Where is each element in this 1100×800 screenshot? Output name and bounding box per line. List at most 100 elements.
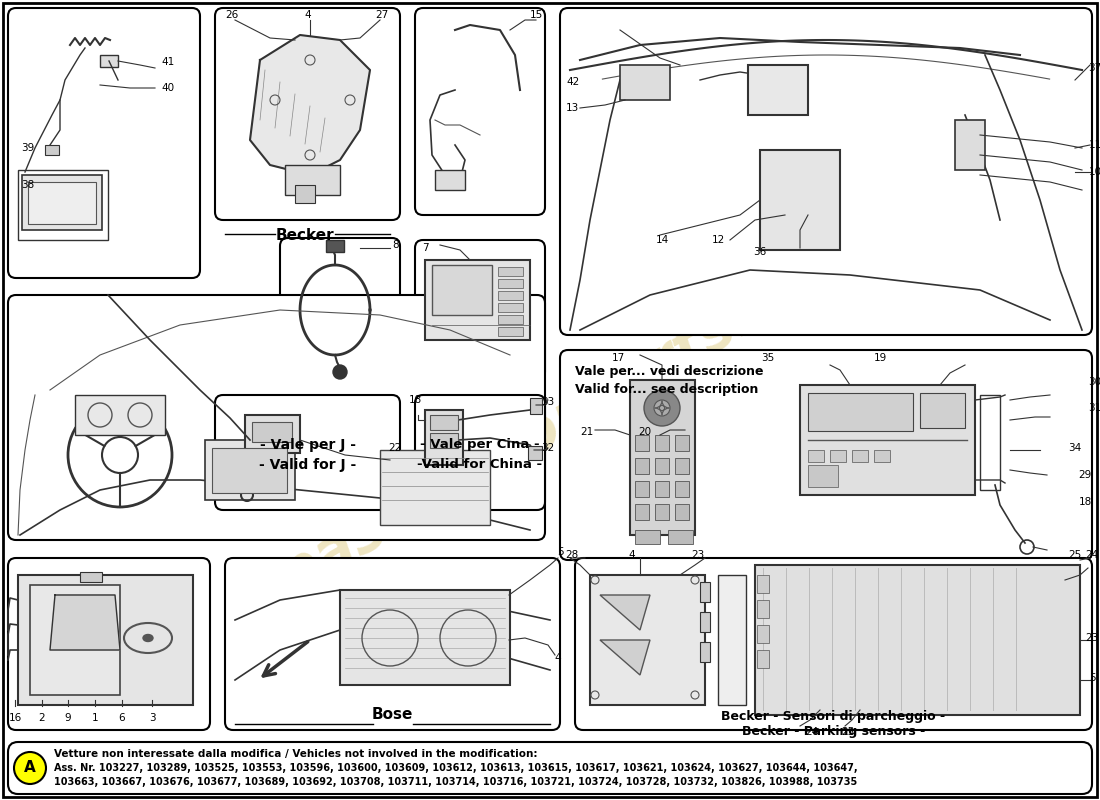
Bar bbox=[498, 327, 522, 336]
Text: 22: 22 bbox=[388, 443, 401, 453]
Bar bbox=[212, 448, 287, 493]
Bar bbox=[668, 530, 693, 544]
Text: 11: 11 bbox=[1088, 140, 1100, 150]
Text: 24: 24 bbox=[1086, 550, 1099, 560]
Bar bbox=[635, 530, 660, 544]
Text: 19: 19 bbox=[873, 353, 887, 363]
Bar bbox=[800, 385, 975, 495]
FancyBboxPatch shape bbox=[226, 558, 560, 730]
Bar bbox=[498, 279, 522, 288]
Bar bbox=[808, 450, 824, 462]
Text: Becker - Parking sensors -: Becker - Parking sensors - bbox=[741, 725, 925, 738]
Bar bbox=[874, 450, 890, 462]
Bar bbox=[920, 393, 965, 428]
FancyBboxPatch shape bbox=[8, 558, 210, 730]
Text: 8: 8 bbox=[393, 240, 399, 250]
FancyBboxPatch shape bbox=[415, 395, 544, 510]
Bar bbox=[28, 182, 96, 224]
Ellipse shape bbox=[143, 634, 153, 642]
FancyBboxPatch shape bbox=[280, 238, 400, 380]
Bar bbox=[757, 650, 769, 668]
Text: Ass. Nr. 103227, 103289, 103525, 103553, 103596, 103600, 103609, 103612, 103613,: Ass. Nr. 103227, 103289, 103525, 103553,… bbox=[54, 763, 858, 773]
Bar bbox=[675, 435, 689, 451]
Bar bbox=[326, 240, 344, 252]
Bar bbox=[22, 175, 102, 230]
Text: 35: 35 bbox=[761, 353, 774, 363]
Text: 27: 27 bbox=[375, 10, 388, 20]
Bar bbox=[757, 600, 769, 618]
Bar bbox=[434, 170, 465, 190]
Text: 7: 7 bbox=[421, 243, 428, 253]
Text: - Vale per J -: - Vale per J - bbox=[260, 438, 355, 451]
Text: Valid for... see description: Valid for... see description bbox=[575, 383, 758, 396]
Bar bbox=[654, 481, 669, 497]
Text: 4: 4 bbox=[554, 653, 561, 663]
Bar bbox=[205, 440, 295, 500]
Bar bbox=[80, 572, 102, 582]
Text: 18: 18 bbox=[1078, 497, 1091, 507]
Text: 37: 37 bbox=[1088, 63, 1100, 73]
Text: 14: 14 bbox=[656, 235, 669, 245]
Circle shape bbox=[333, 365, 346, 379]
Circle shape bbox=[654, 400, 670, 416]
Text: 23: 23 bbox=[1086, 633, 1099, 643]
Bar bbox=[808, 393, 913, 431]
Text: Becker: Becker bbox=[276, 228, 334, 243]
Text: Vetture non interessate dalla modifica / Vehicles not involved in the modificati: Vetture non interessate dalla modifica /… bbox=[54, 749, 538, 759]
Text: -Valid for China -: -Valid for China - bbox=[417, 458, 542, 471]
Bar bbox=[75, 395, 165, 435]
Bar bbox=[830, 450, 846, 462]
Bar bbox=[100, 55, 118, 67]
Text: 32: 32 bbox=[541, 443, 554, 453]
Bar bbox=[654, 504, 669, 520]
Bar bbox=[425, 260, 530, 340]
FancyBboxPatch shape bbox=[214, 8, 400, 220]
Text: 4: 4 bbox=[629, 550, 636, 560]
FancyBboxPatch shape bbox=[415, 240, 544, 380]
Text: 2: 2 bbox=[39, 713, 45, 723]
Text: 31: 31 bbox=[1088, 403, 1100, 413]
Bar bbox=[654, 458, 669, 474]
Bar bbox=[530, 398, 542, 414]
Bar bbox=[252, 422, 292, 442]
Text: 1: 1 bbox=[91, 713, 98, 723]
Bar bbox=[808, 465, 838, 487]
Polygon shape bbox=[50, 595, 120, 650]
Bar bbox=[755, 565, 1080, 715]
FancyBboxPatch shape bbox=[8, 295, 544, 540]
Text: - Valid for J -: - Valid for J - bbox=[258, 458, 356, 471]
Bar bbox=[675, 504, 689, 520]
Polygon shape bbox=[600, 595, 650, 630]
Bar bbox=[430, 415, 458, 430]
Bar bbox=[245, 415, 300, 453]
FancyBboxPatch shape bbox=[415, 8, 544, 215]
Bar bbox=[528, 446, 542, 460]
Text: 38: 38 bbox=[21, 180, 34, 190]
Polygon shape bbox=[250, 35, 370, 175]
Bar bbox=[430, 433, 458, 448]
Text: 4: 4 bbox=[305, 10, 311, 20]
Bar bbox=[498, 291, 522, 300]
Text: 40: 40 bbox=[162, 83, 175, 93]
Bar bbox=[630, 380, 695, 535]
Bar bbox=[340, 590, 510, 685]
Text: passionforparts.info: passionforparts.info bbox=[268, 224, 876, 608]
Text: 25: 25 bbox=[1068, 550, 1081, 560]
Text: 5: 5 bbox=[557, 547, 563, 557]
Text: 16: 16 bbox=[9, 713, 22, 723]
Text: 30: 30 bbox=[1088, 377, 1100, 387]
Text: A: A bbox=[24, 761, 36, 775]
Text: 42: 42 bbox=[566, 77, 580, 87]
FancyBboxPatch shape bbox=[560, 8, 1092, 335]
Bar bbox=[700, 642, 710, 662]
FancyBboxPatch shape bbox=[8, 742, 1092, 794]
Text: 41: 41 bbox=[162, 57, 175, 67]
Text: 18: 18 bbox=[408, 395, 421, 405]
Bar bbox=[654, 435, 669, 451]
Bar bbox=[498, 267, 522, 276]
Bar bbox=[700, 582, 710, 602]
Bar bbox=[18, 170, 108, 240]
Bar bbox=[635, 458, 649, 474]
Text: 33: 33 bbox=[541, 397, 554, 407]
Bar bbox=[379, 450, 490, 525]
